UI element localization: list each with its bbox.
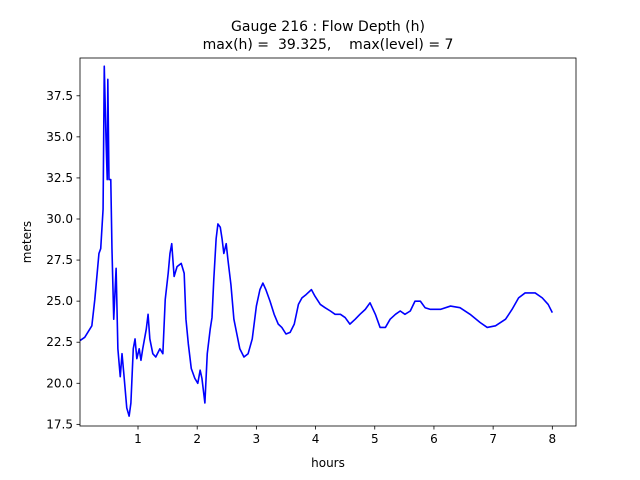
x-tick-label: 2 [193, 432, 201, 446]
x-tick-label: 7 [489, 432, 497, 446]
y-tick-label: 30.0 [46, 212, 73, 226]
x-tick-label: 8 [549, 432, 557, 446]
data-line [79, 65, 554, 417]
y-tick-label: 20.0 [46, 376, 73, 390]
x-tick-label: 4 [312, 432, 320, 446]
y-tick-label: 32.5 [46, 171, 73, 185]
y-axis-label: meters [20, 221, 34, 263]
y-tick-label: 35.0 [46, 130, 73, 144]
x-tick-label: 5 [371, 432, 379, 446]
y-tick-label: 27.5 [46, 253, 73, 267]
x-tick-label: 6 [430, 432, 438, 446]
chart-title: Gauge 216 : Flow Depth (h) [231, 19, 425, 35]
y-tick-label: 25.0 [46, 294, 73, 308]
x-tick-label: 1 [134, 432, 142, 446]
y-tick-label: 37.5 [46, 89, 73, 103]
plot-frame [79, 57, 577, 427]
x-tick-label: 3 [253, 432, 261, 446]
y-tick-label: 17.5 [46, 417, 73, 431]
chart-subtitle: max(h) = 39.325, max(level) = 7 [203, 37, 454, 53]
x-axis-label: hours [311, 456, 345, 470]
y-tick-label: 22.5 [46, 335, 73, 349]
